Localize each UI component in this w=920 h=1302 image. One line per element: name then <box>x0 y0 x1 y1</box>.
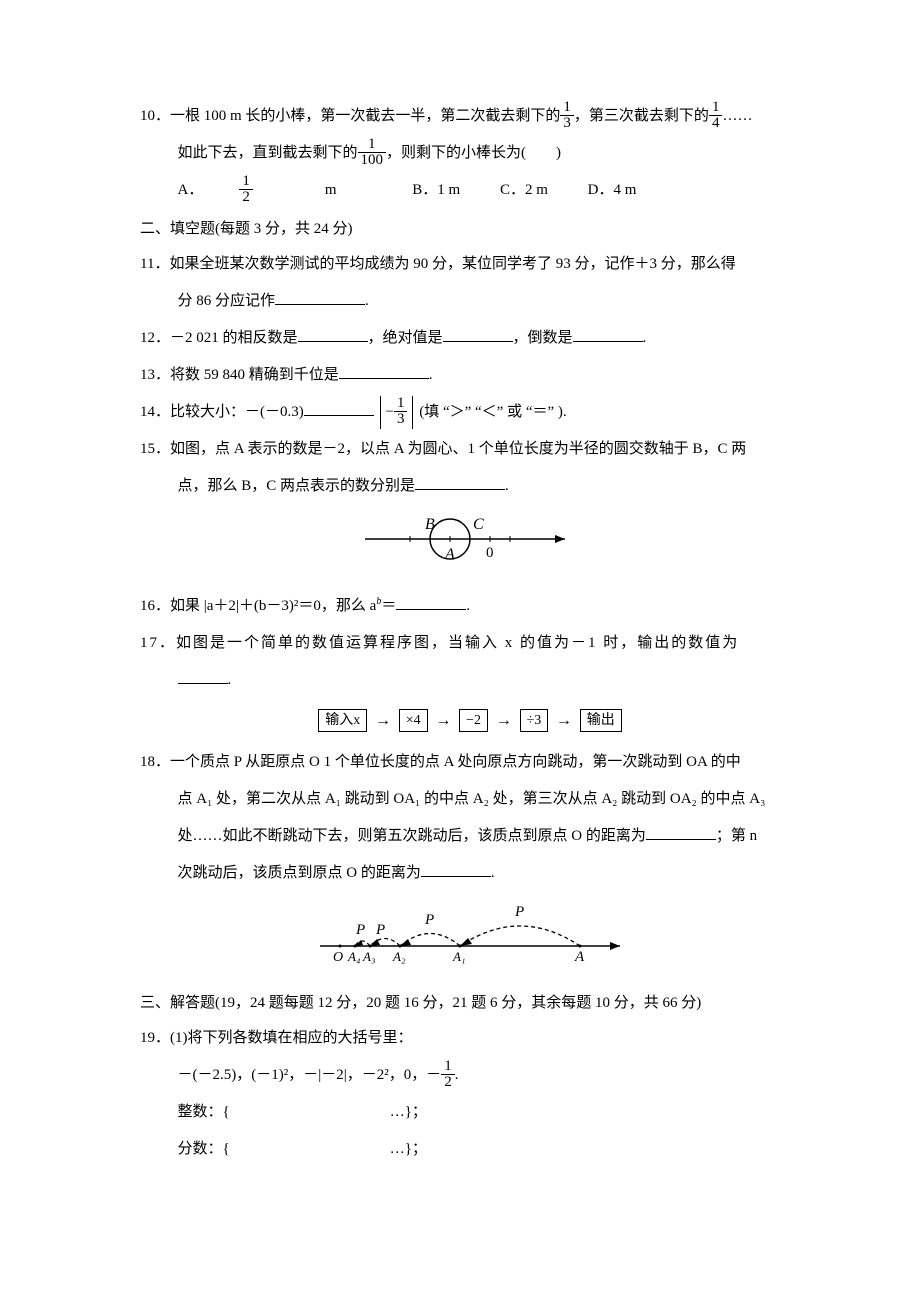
q10-text-4: 如此下去，直到截去剩下的 <box>178 145 358 161</box>
arrow-icon: → <box>375 703 391 738</box>
q10-text-2: ，第三次截去剩下的 <box>574 108 709 124</box>
arrow-icon: → <box>496 703 512 738</box>
q19-head: 19．(1)将下列各数填在相应的大括号里： <box>140 1022 800 1055</box>
blank <box>415 476 505 491</box>
q17-flowchart: 输入x → ×4 → −2 → ÷3 → 输出 <box>140 703 800 738</box>
blank <box>178 670 228 685</box>
q16: 16．如果 |a＋2|＋(b－3)²＝0，那么 ab＝. <box>140 590 800 623</box>
svg-text:A₄: A₄ <box>347 949 361 964</box>
label-A: A <box>444 546 455 563</box>
flow-input: 输入x <box>318 709 367 733</box>
svg-text:A₁: A₁ <box>452 949 465 964</box>
frac-1-100: 1100 <box>358 137 387 168</box>
q18-line3: 处……如此不断跳动下去，则第五次跳动后，该质点到原点 O 的距离为；第 n <box>140 820 800 853</box>
q15-line2: 点，那么 B，C 两点表示的数分别是. <box>140 470 800 503</box>
frac-1-2b: 12 <box>441 1059 455 1090</box>
label-B: B <box>425 516 435 533</box>
blank <box>646 826 716 841</box>
q15-line1: 15．如图，点 A 表示的数是－2，以点 A 为圆心、1 个单位长度为半径的圆交… <box>140 433 800 466</box>
svg-text:P: P <box>355 922 365 938</box>
q18-line2: 点 A₁ 处，第二次从点 A₁ 跳动到 OA₁ 的中点 A₂ 处，第三次从点 A… <box>140 783 800 816</box>
q10-text-3: …… <box>722 108 752 124</box>
q10-text-1: 10．一根 100 m 长的小棒，第一次截去一半，第二次截去剩下的 <box>140 108 560 124</box>
arrow-icon: → <box>435 703 451 738</box>
q17-line2: . <box>140 664 800 697</box>
q14: 14．比较大小：－(－0.3) −13 (填 “＞” “＜” 或 “＝” ). <box>140 396 800 429</box>
q10-optA: A．12 m <box>178 174 373 207</box>
section-2-header: 二、填空题(每题 3 分，共 24 分) <box>140 213 800 246</box>
q11-line2: 分 86 分应记作. <box>140 285 800 318</box>
svg-text:P: P <box>514 904 524 920</box>
label-C: C <box>473 516 484 533</box>
q11-line1: 11．如果全班某次数学测试的平均成绩为 90 分，某位同学考了 93 分，记作＋… <box>140 248 800 281</box>
blank <box>298 328 368 343</box>
q18-figure: P P P P O A₄ A₃ A₂ A₁ A <box>140 896 800 979</box>
section-3-header: 三、解答题(19，24 题每题 12 分，20 题 16 分，21 题 6 分，… <box>140 987 800 1020</box>
q19-frac: 分数：{…}； <box>140 1133 800 1166</box>
flow-mul: ×4 <box>399 709 428 733</box>
blank <box>573 328 643 343</box>
q10-line2: 如此下去，直到截去剩下的1100，则剩下的小棒长为( ) <box>140 137 800 170</box>
frac-1-3-abs: 13 <box>394 396 408 427</box>
flow-sub: −2 <box>459 709 488 733</box>
flow-output: 输出 <box>580 709 622 733</box>
blank <box>304 402 374 417</box>
frac-1-3: 13 <box>560 100 574 131</box>
frac-1-4: 14 <box>709 100 723 131</box>
q10-optB: B．1 m <box>412 174 460 207</box>
blank <box>396 596 466 611</box>
q17-line1: 17．如图是一个简单的数值运算程序图，当输入 x 的值为－1 时，输出的数值为 <box>140 627 800 660</box>
q10-optC: C．2 m <box>500 174 548 207</box>
svg-text:P: P <box>375 922 385 938</box>
blank <box>421 863 491 878</box>
arrow-icon: → <box>556 703 572 738</box>
q10-options: A．12 m B．1 m C．2 m D．4 m <box>140 174 800 207</box>
blank <box>443 328 513 343</box>
q13: 13．将数 59 840 精确到千位是. <box>140 359 800 392</box>
blank <box>339 365 429 380</box>
svg-text:A₃: A₃ <box>362 949 375 964</box>
svg-text:P: P <box>424 912 434 928</box>
exam-page: 10．一根 100 m 长的小棒，第一次截去一半，第二次截去剩下的13，第三次截… <box>0 0 920 1230</box>
svg-text:A₂: A₂ <box>392 949 406 964</box>
flow-div: ÷3 <box>520 709 549 733</box>
q10: 10．一根 100 m 长的小棒，第一次截去一半，第二次截去剩下的13，第三次截… <box>140 100 800 133</box>
label-0: 0 <box>486 545 494 561</box>
abs-value: −13 <box>380 396 414 429</box>
q18-line4: 次跳动后，该质点到原点 O 的距离为. <box>140 857 800 890</box>
svg-text:O: O <box>333 950 343 965</box>
q15-figure: B C A 0 <box>140 509 800 582</box>
frac-1-2: 12 <box>239 174 289 205</box>
q19-int: 整数：{…}； <box>140 1096 800 1129</box>
q10-text-5: ，则剩下的小棒长为( ) <box>386 145 561 161</box>
svg-text:A: A <box>574 949 585 965</box>
q18-line1: 18．一个质点 P 从距原点 O 1 个单位长度的点 A 处向原点方向跳动，第一… <box>140 746 800 779</box>
q12: 12．－2 021 的相反数是，绝对值是，倒数是. <box>140 322 800 355</box>
q19-list: －(－2.5)，(－1)²，－|－2|，－2²，0，－12. <box>140 1059 800 1092</box>
blank <box>275 291 365 306</box>
q10-optD: D．4 m <box>588 174 637 207</box>
